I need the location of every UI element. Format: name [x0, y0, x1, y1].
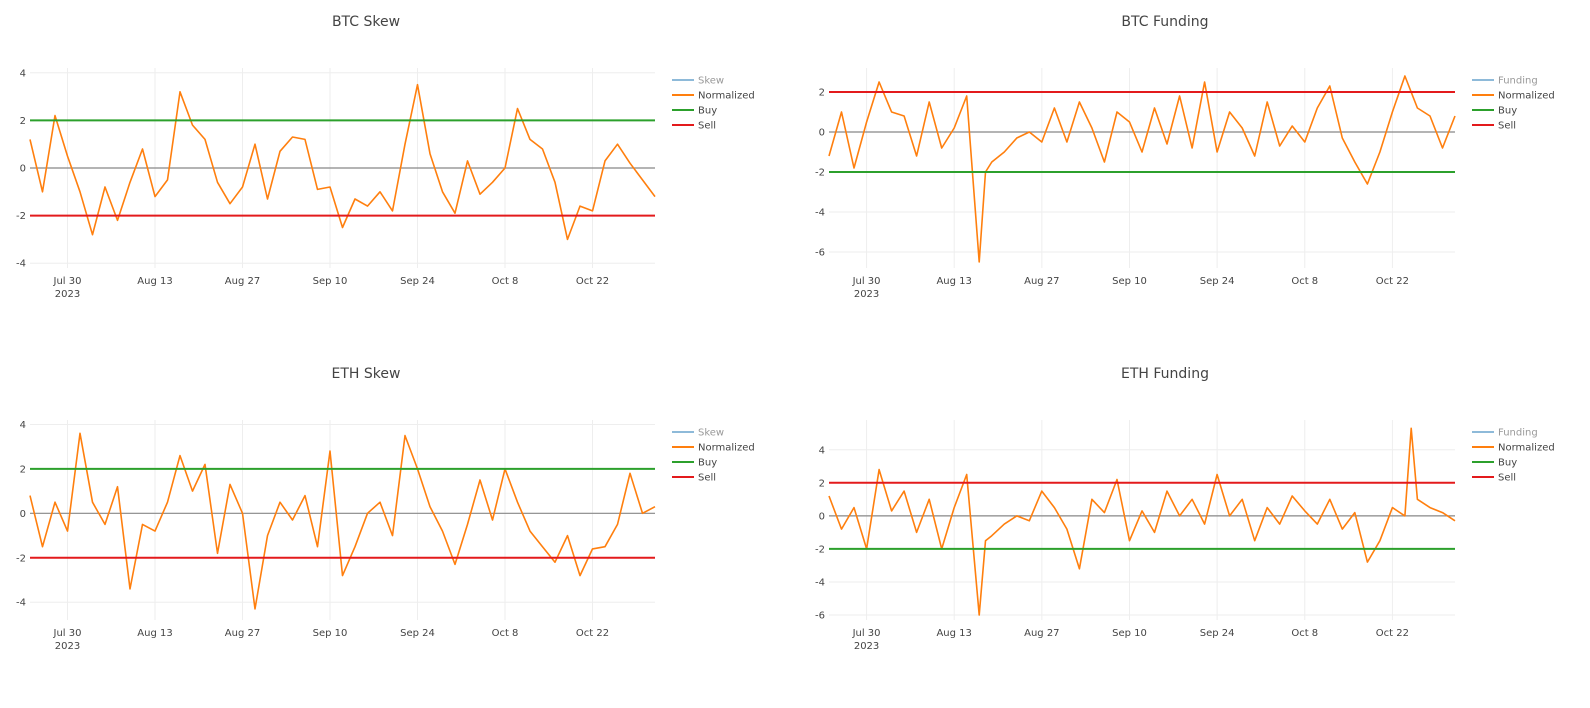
- y-tick-label: 2: [819, 478, 825, 489]
- legend-item[interactable]: Sell: [672, 121, 716, 132]
- legend-label: Buy: [698, 106, 717, 117]
- y-tick-label: -2: [16, 211, 26, 222]
- legend-label: Buy: [1498, 458, 1517, 469]
- legend-item[interactable]: Normalized: [672, 91, 755, 102]
- chart-title: BTC Skew: [332, 14, 400, 30]
- legend-item[interactable]: Skew: [672, 76, 724, 87]
- y-tick-label: -4: [16, 259, 26, 270]
- legend-label: Buy: [1498, 106, 1517, 117]
- x-tick-label: Oct 8: [492, 628, 519, 639]
- x-year-label: 2023: [55, 641, 80, 652]
- y-tick-label: 0: [20, 509, 26, 520]
- x-tick-label: Oct 22: [576, 628, 609, 639]
- x-tick-label: Aug 13: [137, 628, 172, 639]
- x-tick-label: Oct 8: [1291, 276, 1318, 287]
- legend-item[interactable]: Normalized: [1472, 91, 1555, 102]
- legend-label: Skew: [698, 76, 724, 87]
- legend-label: Sell: [698, 121, 716, 132]
- legend-item[interactable]: Buy: [1472, 458, 1517, 469]
- legend-item[interactable]: Buy: [672, 458, 717, 469]
- y-tick-label: -2: [815, 544, 825, 555]
- normalized-series-line: [29, 83, 656, 241]
- y-tick-label: -4: [815, 577, 825, 588]
- legend-label: Normalized: [1498, 91, 1555, 102]
- y-tick-label: 2: [819, 88, 825, 99]
- x-year-label: 2023: [55, 289, 80, 300]
- x-tick-label: Sep 24: [1200, 628, 1235, 639]
- x-tick-label: Aug 27: [225, 628, 260, 639]
- x-year-label: 2023: [854, 641, 879, 652]
- x-tick-label: Sep 24: [1200, 276, 1235, 287]
- x-year-label: 2023: [854, 289, 879, 300]
- y-tick-label: -2: [815, 168, 825, 179]
- x-tick-label: Oct 22: [1376, 276, 1409, 287]
- chart-panel: ETH Skew Jul 30 Aug 13 Aug 27 Sep 10 Sep 24 Oc…: [16, 366, 755, 652]
- legend-label: Sell: [1498, 121, 1516, 132]
- chart-title: BTC Funding: [1121, 14, 1208, 30]
- normalized-series-line: [828, 427, 1456, 616]
- legend-item[interactable]: Funding: [1472, 76, 1538, 87]
- normalized-series-line: [29, 432, 656, 610]
- legend-item[interactable]: Buy: [1472, 106, 1517, 117]
- normalized-series-line: [828, 75, 1456, 263]
- x-tick-label: Sep 24: [400, 628, 435, 639]
- legend-item[interactable]: Skew: [672, 428, 724, 439]
- legend-item[interactable]: Sell: [1472, 473, 1516, 484]
- y-tick-label: 4: [819, 445, 825, 456]
- chart-panel: BTC Funding Jul 30 Aug 13 Aug 27 Sep 10 Sep 2…: [815, 14, 1555, 300]
- legend-label: Funding: [1498, 428, 1538, 439]
- chart-title: ETH Funding: [1121, 366, 1209, 382]
- x-tick-label: Jul 30: [852, 628, 881, 639]
- x-tick-label: Sep 10: [1112, 628, 1147, 639]
- x-tick-label: Jul 30: [852, 276, 881, 287]
- legend-item[interactable]: Sell: [672, 473, 716, 484]
- legend-item[interactable]: Sell: [1472, 121, 1516, 132]
- y-tick-label: 0: [819, 511, 825, 522]
- x-tick-label: Sep 10: [313, 628, 348, 639]
- x-tick-label: Oct 8: [492, 276, 519, 287]
- legend-label: Sell: [1498, 473, 1516, 484]
- legend-item[interactable]: Funding: [1472, 428, 1538, 439]
- x-tick-label: Aug 27: [1024, 628, 1059, 639]
- y-tick-label: 0: [819, 128, 825, 139]
- x-tick-label: Oct 22: [1376, 628, 1409, 639]
- chart-panel: ETH Funding Jul 30 Aug 13 Aug 27 Sep 10 Sep 2…: [815, 366, 1555, 652]
- y-tick-label: -6: [815, 611, 825, 622]
- legend-label: Skew: [698, 428, 724, 439]
- x-tick-label: Aug 27: [1024, 276, 1059, 287]
- y-tick-label: 0: [20, 164, 26, 175]
- x-tick-label: Aug 27: [225, 276, 260, 287]
- x-tick-label: Sep 24: [400, 276, 435, 287]
- chart-panel: BTC Skew Jul 30 Aug 13 Aug 27 Sep 10 Sep 24 Oc…: [16, 14, 755, 300]
- legend-item[interactable]: Normalized: [672, 443, 755, 454]
- y-tick-label: 4: [20, 68, 26, 79]
- legend-label: Buy: [698, 458, 717, 469]
- x-tick-label: Oct 22: [576, 276, 609, 287]
- legend-label: Normalized: [698, 443, 755, 454]
- y-tick-label: -4: [16, 598, 26, 609]
- x-tick-label: Aug 13: [936, 276, 971, 287]
- x-tick-label: Jul 30: [53, 276, 82, 287]
- chart-title: ETH Skew: [332, 366, 401, 382]
- legend-label: Normalized: [1498, 443, 1555, 454]
- y-tick-label: -2: [16, 553, 26, 564]
- y-tick-label: 4: [20, 420, 26, 431]
- y-tick-label: -6: [815, 248, 825, 259]
- legend-label: Normalized: [698, 91, 755, 102]
- legend-label: Sell: [698, 473, 716, 484]
- x-tick-label: Sep 10: [1112, 276, 1147, 287]
- y-tick-label: -4: [815, 208, 825, 219]
- legend-label: Funding: [1498, 76, 1538, 87]
- x-tick-label: Jul 30: [53, 628, 82, 639]
- x-tick-label: Aug 13: [936, 628, 971, 639]
- x-tick-label: Aug 13: [137, 276, 172, 287]
- y-tick-label: 2: [20, 464, 26, 475]
- legend-item[interactable]: Buy: [672, 106, 717, 117]
- legend-item[interactable]: Normalized: [1472, 443, 1555, 454]
- y-tick-label: 2: [20, 116, 26, 127]
- x-tick-label: Oct 8: [1291, 628, 1318, 639]
- x-tick-label: Sep 10: [313, 276, 348, 287]
